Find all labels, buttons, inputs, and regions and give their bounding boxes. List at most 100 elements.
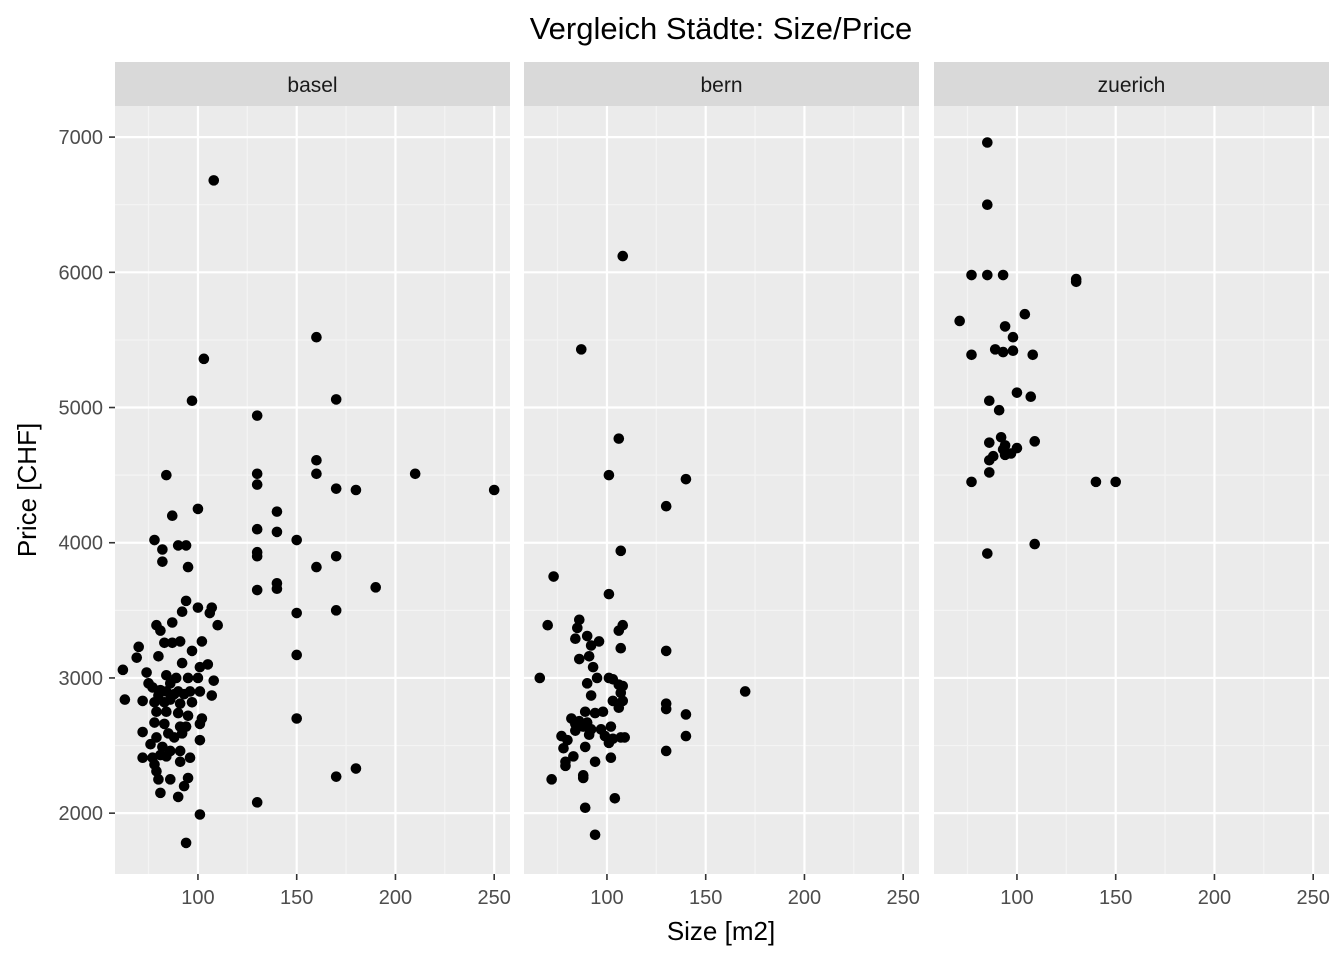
data-point [165, 774, 176, 785]
y-tick-label: 4000 [59, 533, 104, 555]
data-point [182, 561, 194, 573]
data-point [330, 550, 342, 562]
data-point [997, 269, 1009, 281]
data-point [583, 729, 595, 741]
data-point [1007, 331, 1019, 343]
data-point [613, 625, 625, 636]
data-point [172, 540, 184, 551]
data-point [982, 199, 993, 211]
data-point [153, 774, 164, 785]
data-point [161, 706, 172, 718]
data-point [178, 688, 190, 700]
data-point [174, 756, 186, 768]
data-point [330, 394, 342, 405]
data-point [613, 702, 625, 713]
data-point [161, 669, 172, 681]
data-point [581, 678, 593, 689]
data-point [194, 734, 206, 746]
x-tick-label: 250 [1297, 887, 1330, 909]
data-point [137, 695, 148, 707]
data-point [159, 718, 170, 730]
data-point [186, 395, 198, 407]
data-point [137, 752, 148, 764]
facet-strip-label: zuerich [1098, 74, 1166, 97]
data-point [579, 741, 591, 753]
data-point [271, 506, 283, 517]
data-point [194, 686, 206, 697]
data-point [180, 540, 192, 551]
panel-background [524, 106, 919, 874]
data-point [585, 690, 597, 701]
data-point [954, 315, 965, 327]
data-point [119, 694, 131, 705]
data-point [330, 771, 342, 782]
data-point [311, 454, 322, 466]
data-point [1027, 349, 1039, 361]
data-point [157, 741, 168, 753]
data-point [251, 797, 263, 808]
data-point [660, 745, 672, 757]
data-point [570, 725, 581, 736]
data-point [137, 726, 148, 738]
data-point [180, 837, 192, 849]
data-point [574, 614, 585, 626]
x-tick-label: 150 [280, 887, 313, 909]
data-point [984, 467, 995, 478]
y-axis: 2000 3000 4000 5000 6000 7000 [59, 127, 115, 825]
chart-title: Vergleich Städte: Size/Price [530, 11, 913, 46]
x-tick-label: 100 [590, 887, 623, 909]
data-point [157, 544, 168, 555]
data-point [180, 595, 192, 607]
data-point [208, 675, 220, 686]
data-point [560, 760, 571, 772]
data-point [161, 751, 172, 762]
data-point [488, 484, 500, 496]
data-point [149, 696, 160, 708]
data-point [186, 645, 198, 657]
data-point [133, 641, 144, 653]
data-point [603, 469, 615, 481]
data-point [174, 745, 186, 757]
data-point [605, 721, 617, 732]
data-point [575, 344, 587, 355]
data-point [330, 483, 342, 494]
data-point [174, 698, 186, 709]
facet-strip [524, 62, 919, 106]
data-point [579, 802, 591, 814]
data-point [548, 571, 559, 582]
data-point [966, 269, 977, 281]
data-point [1011, 387, 1023, 398]
data-point [593, 636, 605, 647]
data-point [196, 636, 208, 647]
data-point [165, 694, 176, 705]
data-point [1090, 476, 1102, 488]
data-point [131, 652, 143, 663]
data-point [251, 550, 263, 562]
data-point [117, 664, 129, 676]
data-point [192, 602, 204, 613]
data-point [603, 737, 615, 749]
y-tick-label: 6000 [59, 262, 104, 284]
y-tick-label: 3000 [59, 668, 104, 690]
data-point [157, 556, 168, 567]
data-point [603, 588, 615, 600]
data-point [184, 752, 196, 764]
data-point [141, 667, 152, 678]
data-point [291, 649, 303, 661]
data-point [151, 765, 162, 777]
data-point [271, 583, 283, 595]
y-tick-label: 5000 [59, 398, 104, 420]
data-point [619, 732, 631, 743]
data-point [330, 605, 342, 616]
data-point [982, 269, 993, 281]
data-point [174, 636, 186, 647]
y-axis-title: Price [CHF] [12, 423, 42, 557]
panel-background [934, 106, 1329, 874]
data-point [176, 728, 188, 739]
data-point [370, 582, 382, 593]
data-point [178, 780, 190, 792]
data-point [251, 523, 263, 535]
y-tick-label: 7000 [59, 127, 104, 149]
data-point [291, 713, 303, 724]
